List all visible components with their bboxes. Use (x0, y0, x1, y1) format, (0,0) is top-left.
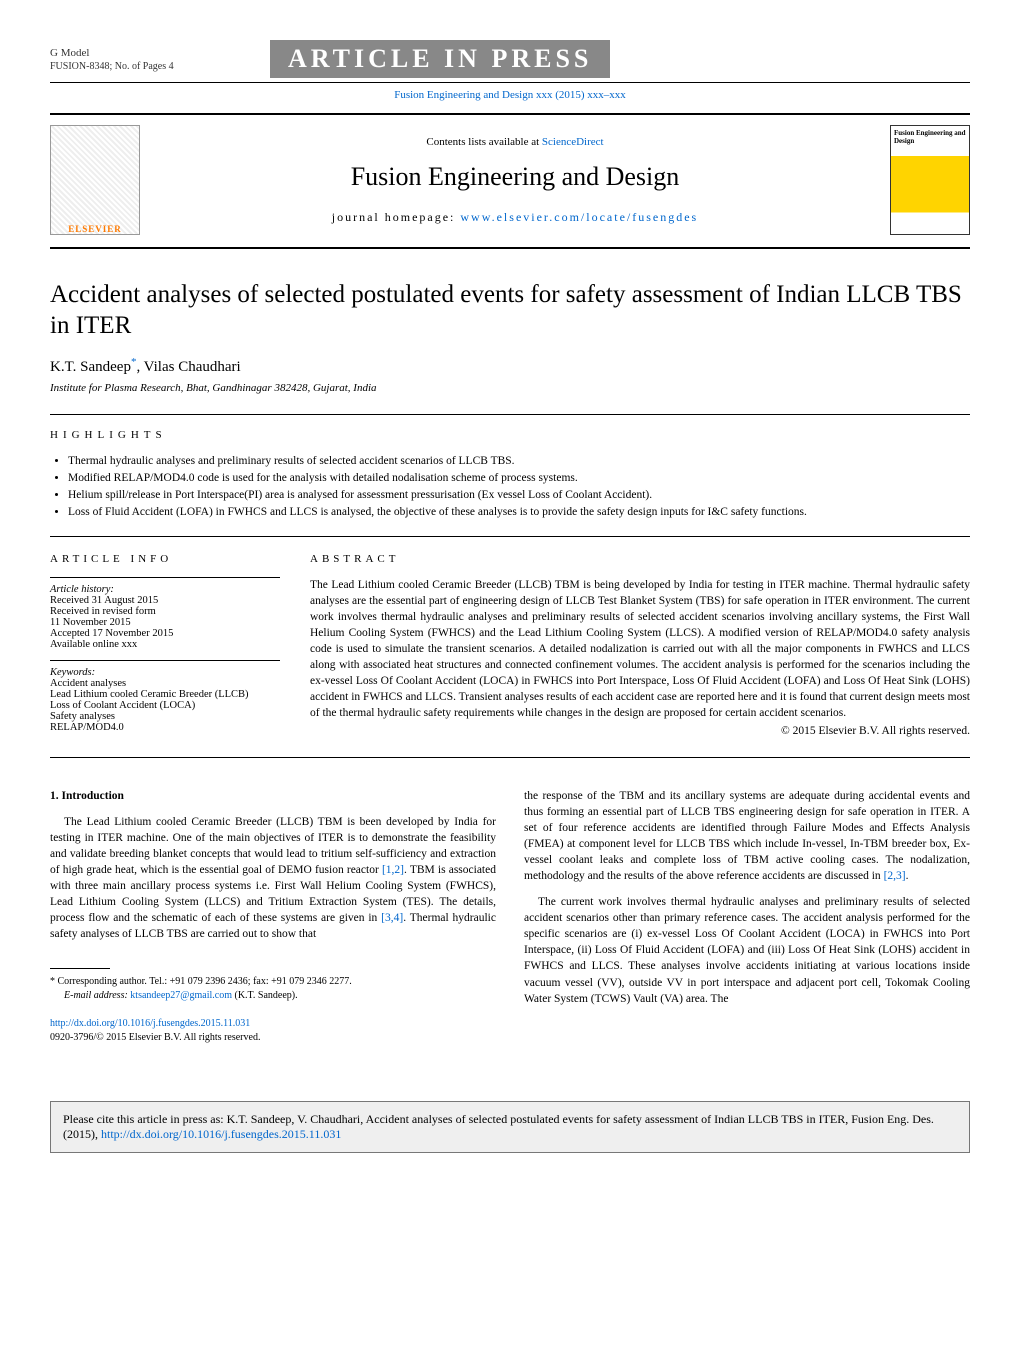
homepage-link[interactable]: www.elsevier.com/locate/fusengdes (460, 210, 698, 224)
journal-cover-thumb: Fusion Engineering and Design (890, 125, 970, 235)
highlights-head: HIGHLIGHTS (50, 429, 970, 441)
reference-line: Fusion Engineering and Design xxx (2015)… (50, 89, 970, 101)
body-para: the response of the TBM and its ancillar… (524, 788, 970, 885)
divider (50, 536, 970, 537)
cite-doi-link[interactable]: http://dx.doi.org/10.1016/j.fusengdes.20… (101, 1127, 341, 1141)
keywords-block: Keywords: Accident analyses Lead Lithium… (50, 660, 280, 733)
abstract-head: ABSTRACT (310, 553, 970, 565)
history-line: Received in revised form (50, 606, 280, 617)
elsevier-label: ELSEVIER (68, 224, 122, 234)
footnote-line1: Corresponding author. Tel.: +91 079 2396… (55, 976, 352, 987)
sciencedirect-link[interactable]: ScienceDirect (542, 136, 604, 148)
footnote-email-label: E-mail address: (64, 990, 130, 1001)
body-col-right: the response of the TBM and its ancillar… (524, 788, 970, 1046)
section-head-1: 1. Introduction (50, 788, 496, 804)
contents-prefix: Contents lists available at (426, 136, 541, 148)
reference-link[interactable]: Fusion Engineering and Design xxx (2015)… (394, 89, 626, 101)
abstract-text: The Lead Lithium cooled Ceramic Breeder … (310, 577, 970, 722)
para-text: . (906, 870, 909, 882)
highlights-list: Thermal hydraulic analyses and prelimina… (50, 453, 970, 522)
keywords-label: Keywords: (50, 667, 280, 678)
gmodel-label: G Model (50, 47, 250, 59)
elsevier-tree-thumb: ELSEVIER (50, 125, 140, 235)
history-line: Available online xxx (50, 639, 280, 650)
cover-text: Fusion Engineering and Design (894, 129, 966, 145)
abstract-col: ABSTRACT The Lead Lithium cooled Ceramic… (310, 553, 970, 743)
highlight-item: Modified RELAP/MOD4.0 code is used for t… (68, 470, 970, 487)
history-label: Article history: (50, 584, 280, 595)
ref-link-2-3[interactable]: [2,3] (884, 870, 906, 882)
doi-copyright: 0920-3796/© 2015 Elsevier B.V. All right… (50, 1032, 260, 1043)
footnote: * Corresponding author. Tel.: +91 079 23… (50, 975, 496, 1003)
info-abstract-row: ARTICLE INFO Article history: Received 3… (50, 553, 970, 743)
body-para: The current work involves thermal hydrau… (524, 894, 970, 1007)
header-row: G Model FUSION-8348; No. of Pages 4 ARTI… (50, 40, 970, 83)
footnote-email-link[interactable]: ktsandeep27@gmail.com (130, 990, 232, 1001)
article-title: Accident analyses of selected postulated… (50, 279, 970, 342)
journal-header-box: ELSEVIER Contents lists available at Sci… (50, 113, 970, 249)
highlight-item: Loss of Fluid Accident (LOFA) in FWHCS a… (68, 504, 970, 521)
history-block: Article history: Received 31 August 2015… (50, 577, 280, 650)
footnote-email-tail: (K.T. Sandeep). (232, 990, 298, 1001)
keyword: Accident analyses (50, 678, 280, 689)
doi-link[interactable]: http://dx.doi.org/10.1016/j.fusengdes.20… (50, 1018, 250, 1029)
history-line: 11 November 2015 (50, 617, 280, 628)
contents-line: Contents lists available at ScienceDirec… (154, 136, 876, 148)
gmodel-block: G Model FUSION-8348; No. of Pages 4 (50, 47, 250, 72)
homepage-prefix: journal homepage: (332, 210, 461, 224)
doi-block: http://dx.doi.org/10.1016/j.fusengdes.20… (50, 1017, 496, 1045)
keyword: Safety analyses (50, 711, 280, 722)
article-info-col: ARTICLE INFO Article history: Received 3… (50, 553, 280, 743)
affiliation: Institute for Plasma Research, Bhat, Gan… (50, 382, 970, 394)
para-text: the response of the TBM and its ancillar… (524, 790, 970, 882)
keyword: Lead Lithium cooled Ceramic Breeder (LLC… (50, 689, 280, 700)
highlight-item: Helium spill/release in Port Interspace(… (68, 487, 970, 504)
article-info-head: ARTICLE INFO (50, 553, 280, 565)
divider (50, 757, 970, 758)
body-columns: 1. Introduction The Lead Lithium cooled … (50, 788, 970, 1046)
body-col-left: 1. Introduction The Lead Lithium cooled … (50, 788, 496, 1046)
journal-center: Contents lists available at ScienceDirec… (154, 136, 876, 225)
ref-link-3-4[interactable]: [3,4] (381, 912, 403, 924)
cite-box: Please cite this article in press as: K.… (50, 1101, 970, 1153)
author-2: , Vilas Chaudhari (136, 359, 240, 375)
journal-title: Fusion Engineering and Design (154, 162, 876, 192)
divider (50, 414, 970, 415)
gmodel-sub: FUSION-8348; No. of Pages 4 (50, 61, 250, 72)
keyword: Loss of Coolant Accident (LOCA) (50, 700, 280, 711)
authors: K.T. Sandeep*, Vilas Chaudhari (50, 356, 970, 376)
in-press-banner: ARTICLE IN PRESS (270, 40, 610, 78)
footnote-separator (50, 968, 110, 969)
abstract-copyright: © 2015 Elsevier B.V. All rights reserved… (310, 725, 970, 737)
history-line: Received 31 August 2015 (50, 595, 280, 606)
homepage-line: journal homepage: www.elsevier.com/locat… (154, 210, 876, 225)
history-line: Accepted 17 November 2015 (50, 628, 280, 639)
author-1: K.T. Sandeep (50, 359, 131, 375)
keyword: RELAP/MOD4.0 (50, 722, 280, 733)
highlight-item: Thermal hydraulic analyses and prelimina… (68, 453, 970, 470)
body-para: The Lead Lithium cooled Ceramic Breeder … (50, 814, 496, 943)
ref-link-1-2[interactable]: [1,2] (382, 864, 404, 876)
